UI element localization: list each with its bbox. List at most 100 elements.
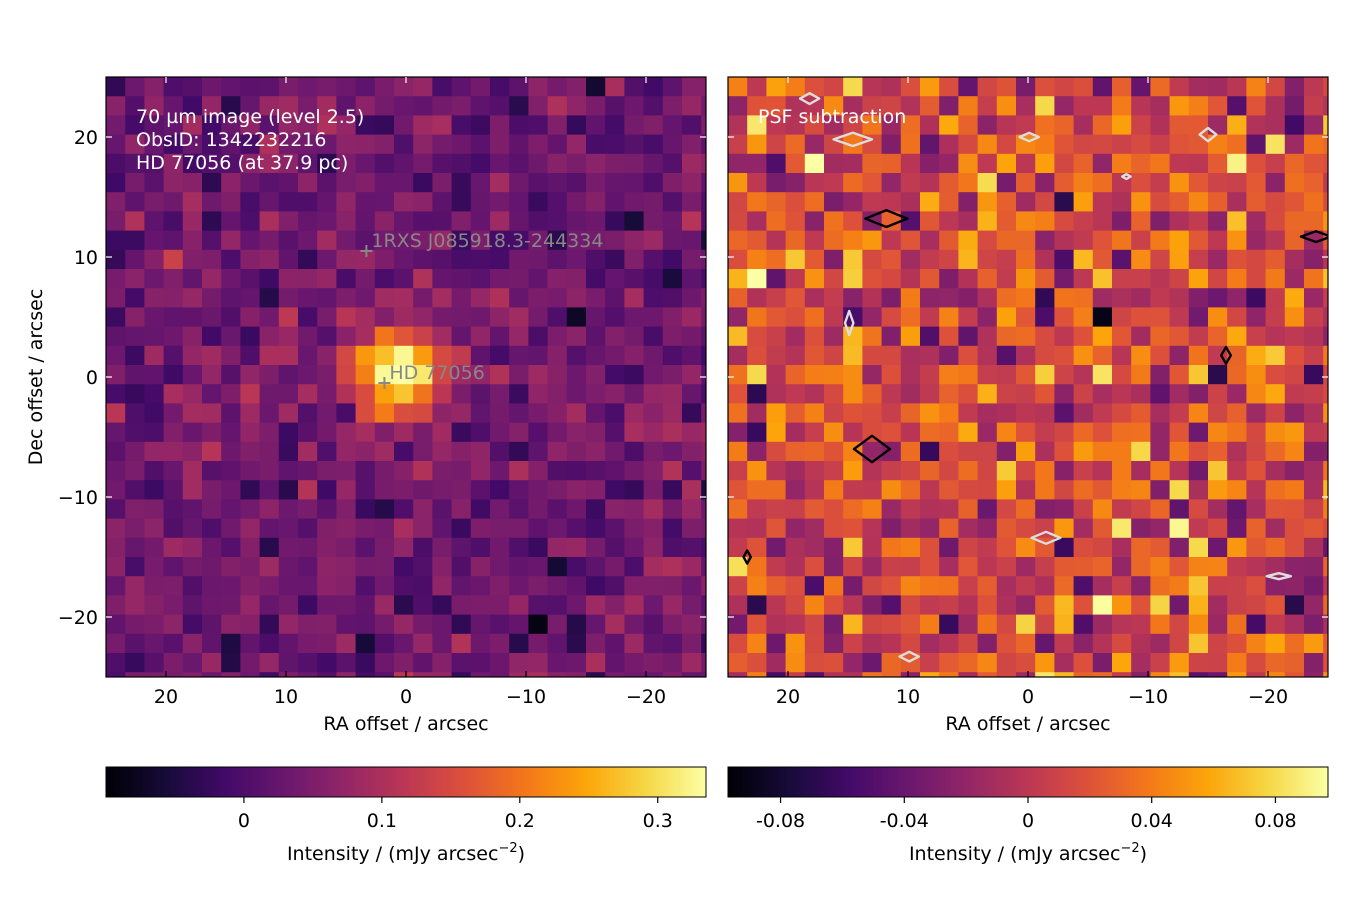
heatmap-left-cell bbox=[144, 633, 165, 654]
heatmap-left-cell bbox=[490, 307, 510, 328]
heatmap-left-cell bbox=[106, 499, 126, 520]
heatmap-right-cell bbox=[1323, 614, 1328, 635]
heatmap-left-cell bbox=[125, 288, 145, 308]
heatmap-left-cell bbox=[586, 307, 606, 328]
heatmap-right-cell bbox=[1188, 633, 1209, 654]
heatmap-left-cell bbox=[221, 211, 241, 232]
heatmap-left-cell bbox=[202, 537, 222, 558]
heatmap-left-cell bbox=[605, 595, 625, 616]
heatmap-right-cell bbox=[1150, 345, 1171, 366]
heatmap-right-cell bbox=[747, 134, 767, 155]
heatmap-right-cell bbox=[728, 345, 748, 366]
heatmap-right-cell bbox=[900, 384, 921, 404]
heatmap-right-cell bbox=[804, 211, 825, 232]
heatmap-left-cell bbox=[490, 230, 510, 251]
heatmap-right-cell bbox=[920, 345, 940, 366]
heatmap-left-cell bbox=[106, 557, 126, 577]
heatmap-left-cell bbox=[413, 345, 433, 366]
heatmap-right-cell bbox=[1208, 518, 1228, 539]
heatmap-left-cell bbox=[701, 365, 706, 385]
heatmap-right-cell bbox=[1304, 134, 1324, 155]
heatmap-right-cell bbox=[766, 557, 787, 577]
heatmap-right-cell bbox=[1284, 230, 1305, 251]
heatmap-left-cell bbox=[240, 211, 261, 232]
heatmap-right-cell bbox=[900, 211, 921, 232]
heatmap-right-cell bbox=[1150, 480, 1171, 500]
heatmap-right-cell bbox=[939, 192, 959, 212]
heatmap-right-cell bbox=[1284, 422, 1305, 443]
heatmap-right-cell bbox=[1073, 211, 1094, 232]
heatmap-left-cell bbox=[470, 403, 491, 424]
heatmap-right-cell bbox=[1208, 230, 1228, 251]
heatmap-right-cell bbox=[862, 403, 883, 424]
heatmap-left-cell bbox=[451, 173, 472, 193]
heatmap-left-cell bbox=[317, 595, 337, 616]
heatmap-left-cell bbox=[490, 441, 510, 462]
heatmap-right-cell bbox=[920, 326, 940, 347]
heatmap-right-cell bbox=[977, 173, 998, 193]
heatmap-left-cell bbox=[394, 153, 414, 174]
heatmap-left-cell bbox=[624, 307, 645, 328]
heatmap-left-cell bbox=[451, 153, 472, 174]
heatmap-right-cell bbox=[1246, 211, 1267, 232]
annotation-line-3: HD 77056 (at 37.9 pc) bbox=[136, 152, 348, 174]
heatmap-right-cell bbox=[747, 384, 767, 404]
heatmap-left-cell bbox=[259, 595, 280, 616]
heatmap-left-cell bbox=[470, 384, 491, 404]
heatmap-right-cell bbox=[1016, 269, 1036, 289]
heatmap-left-cell bbox=[317, 115, 337, 136]
heatmap-right-cell bbox=[1150, 499, 1171, 520]
annotation-line-2: ObsID: 1342232216 bbox=[136, 129, 326, 151]
heatmap-right-cell bbox=[1169, 249, 1190, 270]
heatmap-left-cell bbox=[144, 557, 165, 577]
heatmap-left-cell bbox=[125, 134, 145, 155]
heatmap-left-cell bbox=[240, 96, 261, 116]
heatmap-left-cell bbox=[605, 403, 625, 424]
heatmap-left-cell bbox=[490, 576, 510, 596]
heatmap-left-cell bbox=[355, 384, 376, 404]
heatmap-left-cell bbox=[355, 537, 376, 558]
heatmap-right-cell bbox=[785, 614, 806, 635]
heatmap-left-cell bbox=[374, 403, 395, 424]
heatmap-left-cell bbox=[528, 672, 549, 677]
heatmap-left-cell bbox=[605, 96, 625, 116]
heatmap-right-cell bbox=[728, 422, 748, 443]
heatmap-left-cell bbox=[278, 192, 299, 212]
heatmap-right-cell bbox=[1246, 345, 1267, 366]
heatmap-right-cell bbox=[1016, 288, 1036, 308]
y-tick-label: 20 bbox=[74, 127, 98, 149]
heatmap-right-cell bbox=[862, 115, 883, 136]
heatmap-left-cell bbox=[394, 672, 414, 677]
heatmap-left-cell bbox=[355, 249, 376, 270]
heatmap-right-cell bbox=[843, 461, 863, 481]
heatmap-right-cell bbox=[920, 96, 940, 116]
heatmap-right-cell bbox=[862, 595, 883, 616]
heatmap-left-cell bbox=[566, 653, 587, 673]
heatmap-left-cell bbox=[298, 249, 318, 270]
heatmap-left-cell bbox=[240, 461, 261, 481]
heatmap-left-cell bbox=[336, 499, 357, 520]
heatmap-right-cell bbox=[1073, 345, 1094, 366]
heatmap-right-cell bbox=[1131, 384, 1151, 404]
heatmap-right-cell bbox=[1265, 230, 1286, 251]
heatmap-right-cell bbox=[1112, 211, 1132, 232]
heatmap-left-cell bbox=[470, 557, 491, 577]
heatmap-left-cell bbox=[106, 288, 126, 308]
heatmap-left-cell bbox=[624, 326, 645, 347]
colorbar-left-label: Intensity / (mJy arcsec−2) bbox=[287, 841, 525, 865]
heatmap-left-cell bbox=[470, 77, 491, 97]
heatmap-right-cell bbox=[1304, 384, 1324, 404]
heatmap-left-cell bbox=[586, 211, 606, 232]
heatmap-right-cell bbox=[824, 96, 844, 116]
heatmap-left-cell bbox=[106, 345, 126, 366]
heatmap-right-cell bbox=[1150, 403, 1171, 424]
heatmap-left-cell bbox=[259, 173, 280, 193]
heatmap-right-cell bbox=[1112, 192, 1132, 212]
heatmap-left-cell bbox=[413, 153, 433, 174]
heatmap-right-cell bbox=[785, 192, 806, 212]
heatmap-left-cell bbox=[451, 633, 472, 654]
heatmap-left-cell bbox=[163, 441, 184, 462]
heatmap-right-cell bbox=[939, 499, 959, 520]
heatmap-left-cell bbox=[221, 557, 241, 577]
heatmap-right-cell bbox=[939, 134, 959, 155]
